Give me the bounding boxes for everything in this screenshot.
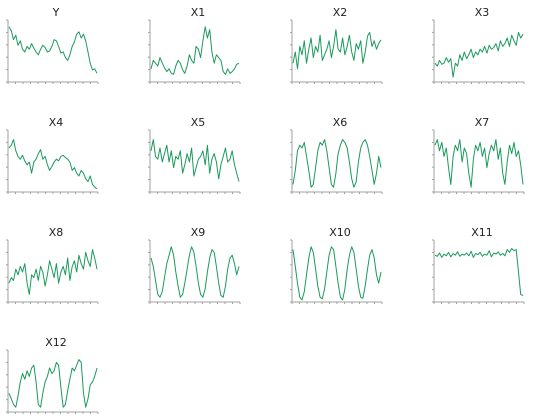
line-plot bbox=[432, 239, 525, 304]
chart-title: X11 bbox=[471, 226, 493, 239]
chart-title: X10 bbox=[329, 226, 351, 239]
series-line bbox=[434, 248, 524, 296]
line-plot bbox=[6, 19, 99, 84]
chart-panel-x4: X4 bbox=[6, 116, 106, 196]
series-line bbox=[292, 246, 382, 301]
line-plot bbox=[6, 349, 99, 414]
chart-panel-x2: X2 bbox=[290, 6, 390, 86]
chart-panel-x11: X11 bbox=[432, 226, 532, 306]
chart-title: X9 bbox=[190, 226, 206, 239]
line-plot bbox=[290, 239, 383, 304]
chart-title: X5 bbox=[190, 116, 206, 129]
chart-panel-x1: X1 bbox=[148, 6, 248, 86]
chart-title: X8 bbox=[48, 226, 64, 239]
series-line bbox=[150, 139, 240, 182]
series-line bbox=[292, 139, 382, 188]
chart-title: X2 bbox=[332, 6, 348, 19]
series-line bbox=[292, 29, 382, 70]
chart-panel-x7: X7 bbox=[432, 116, 532, 196]
line-plot bbox=[148, 129, 241, 194]
chart-title: X6 bbox=[332, 116, 348, 129]
chart-panel-x6: X6 bbox=[290, 116, 390, 196]
chart-panel-y: Y bbox=[6, 6, 106, 86]
series-line bbox=[150, 26, 240, 75]
line-plot bbox=[432, 19, 525, 84]
line-plot bbox=[148, 19, 241, 84]
chart-title: X12 bbox=[45, 336, 67, 349]
line-plot bbox=[432, 129, 525, 194]
chart-title: X1 bbox=[190, 6, 206, 19]
line-plot bbox=[6, 129, 99, 194]
series-line bbox=[434, 139, 524, 188]
series-line bbox=[150, 246, 240, 298]
series-line bbox=[8, 249, 98, 295]
chart-panel-x5: X5 bbox=[148, 116, 248, 196]
chart-panel-x3: X3 bbox=[432, 6, 532, 86]
chart-panel-x12: X12 bbox=[6, 336, 106, 416]
line-plot bbox=[6, 239, 99, 304]
line-plot bbox=[290, 19, 383, 84]
chart-panel-x8: X8 bbox=[6, 226, 106, 306]
series-line bbox=[8, 26, 98, 74]
chart-title: Y bbox=[52, 6, 60, 19]
chart-title: X7 bbox=[474, 116, 490, 129]
line-plot bbox=[148, 239, 241, 304]
chart-panel-x10: X10 bbox=[290, 226, 390, 306]
series-line bbox=[8, 359, 98, 408]
line-plot bbox=[290, 129, 383, 194]
chart-title: X3 bbox=[474, 6, 490, 19]
chart-panel-x9: X9 bbox=[148, 226, 248, 306]
series-line bbox=[434, 31, 524, 78]
series-line bbox=[8, 139, 98, 190]
chart-title: X4 bbox=[48, 116, 64, 129]
